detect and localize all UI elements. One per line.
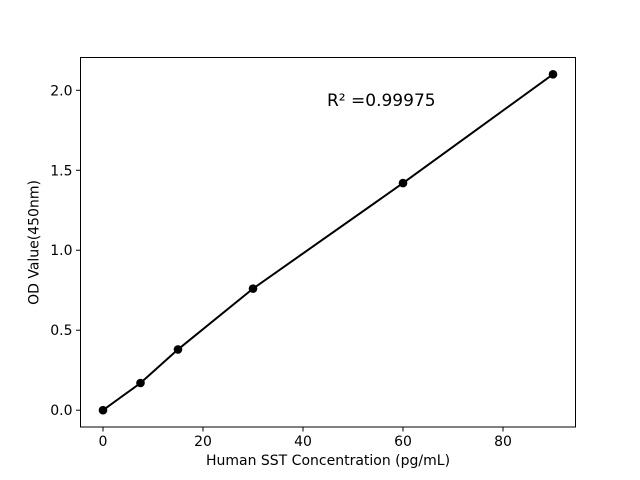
data-point [173,345,183,354]
x-axis-ticks [102,427,504,432]
y-axis-ticks [76,89,81,411]
y-axis-tick-labels: 0.0 0.5 1.0 1.5 2.0 [50,83,72,419]
x-tick-label: 60 [394,434,412,450]
y-tick-label: 2.0 [50,83,72,99]
fit-line [102,73,554,412]
y-tick-label: 1.5 [50,163,72,179]
x-axis-label: Human SST Concentration (pg/mL) [206,453,450,469]
x-tick-label: 40 [294,434,312,450]
data-point [136,378,145,388]
data-point [548,69,558,79]
y-axis-label: OD Value(450nm) [27,180,43,305]
data-series [98,69,558,415]
y-tick-label: 0.0 [50,403,72,419]
y-tick-label: 1.0 [50,243,72,259]
plot-spines [80,57,576,428]
y-tick-label: 0.5 [50,323,72,339]
data-point [398,178,408,188]
x-tick-label: 80 [494,434,512,450]
r-squared-annotation: R² =0.99975 [327,91,436,111]
data-point [98,405,108,415]
data-point [248,284,258,293]
x-tick-label: 20 [194,434,212,450]
x-tick-label: 0 [99,434,108,450]
x-axis-tick-labels: 0 20 40 60 80 [99,434,512,450]
